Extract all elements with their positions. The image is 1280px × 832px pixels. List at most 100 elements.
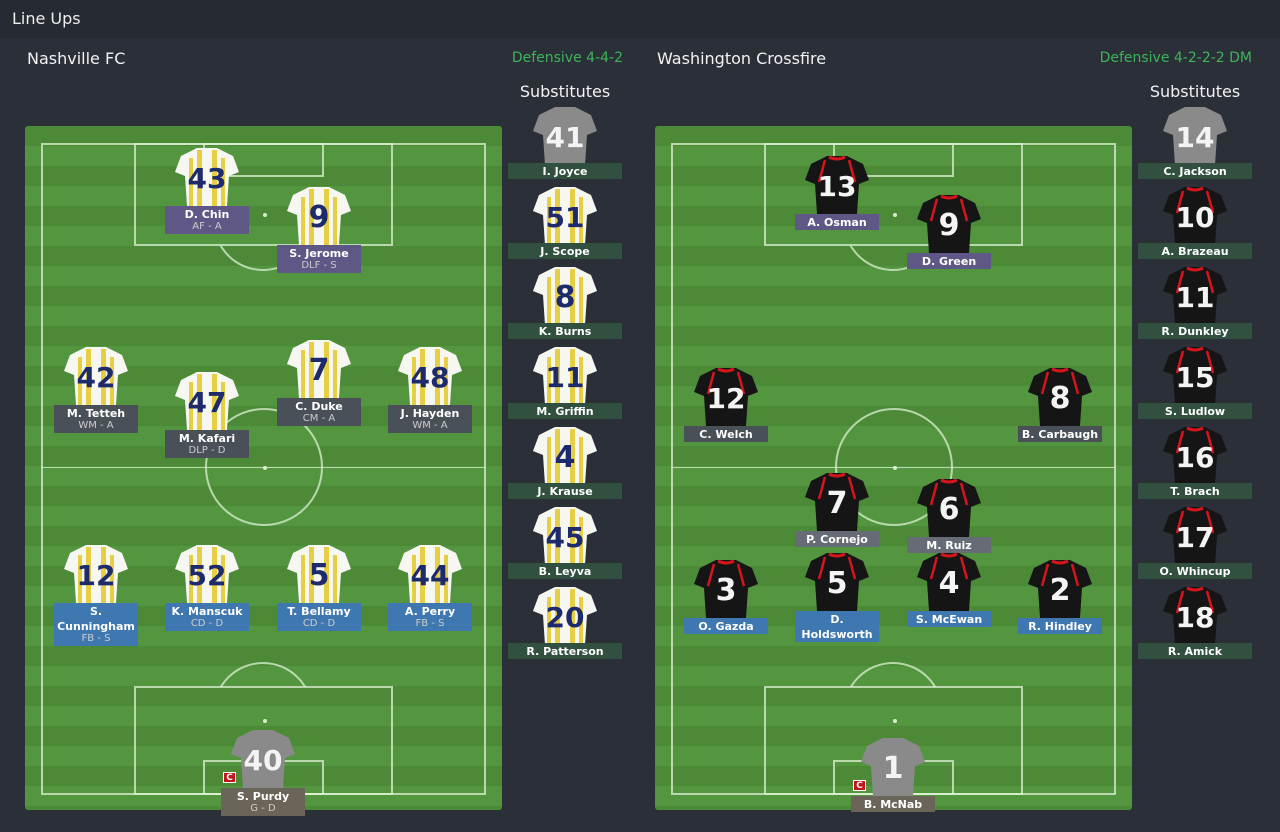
away-player[interactable]: 3 O. Gazda bbox=[684, 556, 768, 646]
shirt-icon: 2 bbox=[1028, 556, 1092, 618]
svg-text:41: 41 bbox=[546, 121, 585, 154]
shirt-icon: 17 bbox=[1163, 503, 1227, 565]
home-sub[interactable]: 45 B. Leyva bbox=[508, 503, 622, 579]
home-player[interactable]: 12 S. Cunningham FB - S bbox=[54, 541, 138, 646]
pitch-spot bbox=[893, 213, 897, 217]
home-team-name: Nashville FC bbox=[27, 49, 126, 68]
home-player[interactable]: 47 M. Kafari DLP - D bbox=[165, 368, 249, 458]
home-player[interactable]: 40 S. Purdy G - D C bbox=[221, 726, 305, 816]
home-sub[interactable]: 51 J. Scope bbox=[508, 183, 622, 259]
player-name: S. McEwan bbox=[915, 613, 983, 626]
player-name: A. Osman bbox=[807, 216, 867, 229]
home-subs-heading: Substitutes bbox=[519, 82, 611, 101]
shirt-icon: 7 bbox=[805, 469, 869, 531]
player-name: K. Manscuk bbox=[171, 605, 243, 618]
shirt-icon: 11 bbox=[533, 343, 597, 405]
home-player[interactable]: 7 C. Duke CM - A bbox=[277, 336, 361, 426]
svg-text:40: 40 bbox=[244, 744, 283, 777]
away-player[interactable]: 1 B. McNab C bbox=[851, 734, 935, 824]
pitch-spot bbox=[263, 466, 267, 470]
away-sub[interactable]: 15 S. Ludlow bbox=[1138, 343, 1252, 419]
away-team-name: Washington Crossfire bbox=[657, 49, 827, 68]
page-title: Line Ups bbox=[12, 9, 81, 28]
shirt-icon: 12 bbox=[694, 364, 758, 426]
svg-text:12: 12 bbox=[707, 382, 746, 415]
player-label: R. Hindley bbox=[1018, 618, 1102, 634]
shirt-icon: 9 bbox=[287, 183, 351, 245]
player-name: A. Perry bbox=[404, 605, 456, 618]
away-player[interactable]: 2 R. Hindley bbox=[1018, 556, 1102, 646]
player-role: AF - A bbox=[192, 221, 222, 232]
away-player[interactable]: 12 C. Welch bbox=[684, 364, 768, 454]
home-player[interactable]: 42 M. Tetteh WM - A bbox=[54, 343, 138, 433]
away-sub[interactable]: 18 R. Amick bbox=[1138, 583, 1252, 659]
away-player[interactable]: 6 M. Ruiz bbox=[907, 475, 991, 565]
shirt-icon: 9 bbox=[917, 191, 981, 253]
shirt-icon: 7 bbox=[287, 336, 351, 398]
away-player[interactable]: 7 P. Cornejo bbox=[795, 469, 879, 559]
home-sub[interactable]: 11 M. Griffin bbox=[508, 343, 622, 419]
home-sub[interactable]: 4 J. Krause bbox=[508, 423, 622, 499]
away-formation[interactable]: Defensive 4-2-2-2 DM bbox=[1099, 50, 1252, 66]
pitch-spot bbox=[263, 213, 267, 217]
home-player[interactable]: 44 A. Perry FB - S bbox=[388, 541, 472, 631]
home-player[interactable]: 43 D. Chin AF - A bbox=[165, 144, 249, 234]
shirt-icon: 10 bbox=[1163, 183, 1227, 245]
svg-text:15: 15 bbox=[1176, 361, 1215, 394]
player-name: S. Purdy bbox=[236, 790, 290, 803]
home-player[interactable]: 48 J. Hayden WM - A bbox=[388, 343, 472, 433]
sub-name: A. Brazeau bbox=[1138, 243, 1252, 259]
svg-text:43: 43 bbox=[188, 162, 227, 195]
player-name: B. Carbaugh bbox=[1021, 428, 1099, 441]
shirt-icon: 47 bbox=[175, 368, 239, 430]
away-sub[interactable]: 11 R. Dunkley bbox=[1138, 263, 1252, 339]
away-sub[interactable]: 10 A. Brazeau bbox=[1138, 183, 1252, 259]
away-sub[interactable]: 16 T. Brach bbox=[1138, 423, 1252, 499]
away-player[interactable]: 8 B. Carbaugh bbox=[1018, 364, 1102, 454]
svg-text:7: 7 bbox=[309, 353, 330, 388]
shirt-icon: 42 bbox=[64, 343, 128, 405]
away-player[interactable]: 13 A. Osman bbox=[795, 152, 879, 242]
away-sub[interactable]: 14 C. Jackson bbox=[1138, 103, 1252, 179]
home-sub[interactable]: 20 R. Patterson bbox=[508, 583, 622, 659]
svg-text:10: 10 bbox=[1176, 201, 1215, 234]
home-formation[interactable]: Defensive 4-4-2 bbox=[511, 50, 623, 66]
player-label: D. Chin AF - A bbox=[165, 206, 249, 234]
away-player[interactable]: 5 D. Holdsworth bbox=[795, 549, 879, 642]
player-name: P. Cornejo bbox=[806, 533, 868, 546]
player-role: CM - A bbox=[302, 413, 336, 424]
player-name: T. Bellamy bbox=[287, 605, 351, 618]
pitch-spot bbox=[263, 719, 267, 723]
player-name: M. Kafari bbox=[178, 432, 236, 445]
player-role: WM - A bbox=[78, 420, 114, 431]
away-player[interactable]: 9 D. Green bbox=[907, 191, 991, 281]
home-player[interactable]: 5 T. Bellamy CD - D bbox=[277, 541, 361, 631]
player-label: O. Gazda bbox=[684, 618, 768, 634]
player-label: J. Hayden WM - A bbox=[388, 405, 472, 433]
player-name: C. Welch bbox=[699, 428, 753, 441]
shirt-icon: 20 bbox=[533, 583, 597, 645]
away-player[interactable]: 4 S. McEwan bbox=[907, 549, 991, 639]
svg-text:45: 45 bbox=[546, 521, 585, 554]
home-player[interactable]: 9 S. Jerome DLF - S bbox=[277, 183, 361, 273]
home-sub[interactable]: 8 K. Burns bbox=[508, 263, 622, 339]
shirt-icon: 5 bbox=[287, 541, 351, 603]
sub-name: O. Whincup bbox=[1138, 563, 1252, 579]
sub-name: I. Joyce bbox=[508, 163, 622, 179]
away-pitch bbox=[655, 126, 1132, 810]
home-player[interactable]: 52 K. Manscuk CD - D bbox=[165, 541, 249, 631]
player-label: D. Green bbox=[907, 253, 991, 269]
svg-text:12: 12 bbox=[77, 559, 116, 592]
svg-text:4: 4 bbox=[939, 566, 960, 601]
shirt-icon: 12 bbox=[64, 541, 128, 603]
player-name: D. Green bbox=[921, 255, 977, 268]
shirt-icon: 8 bbox=[533, 263, 597, 325]
away-sub[interactable]: 17 O. Whincup bbox=[1138, 503, 1252, 579]
shirt-icon: 8 bbox=[1028, 364, 1092, 426]
svg-text:4: 4 bbox=[555, 440, 576, 475]
shirt-icon: 15 bbox=[1163, 343, 1227, 405]
shirt-icon: 48 bbox=[398, 343, 462, 405]
shirt-icon: 51 bbox=[533, 183, 597, 245]
home-sub[interactable]: 41 I. Joyce bbox=[508, 103, 622, 179]
player-name: S. Cunningham bbox=[57, 605, 135, 633]
